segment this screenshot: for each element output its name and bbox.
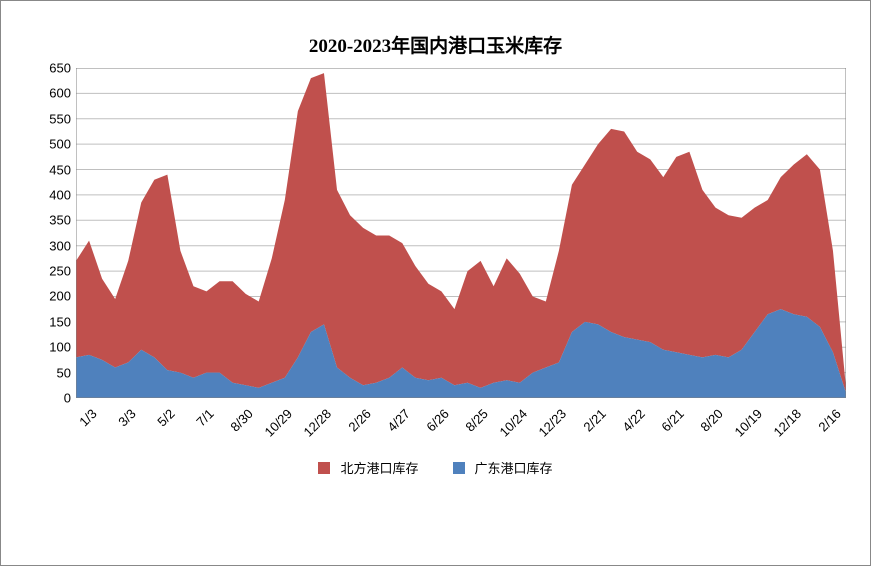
legend-swatch-guangdong [453,462,465,474]
legend-item-guangdong: 广东港口库存 [453,458,553,477]
chart-title: 2020-2023年国内港口玉米库存 [21,31,850,58]
legend-swatch-north [318,462,330,474]
legend-label-north: 北方港口库存 [340,461,418,476]
chart-svg [76,68,846,398]
legend-label-guangdong: 广东港口库存 [475,461,553,476]
legend-item-north: 北方港口库存 [318,458,418,477]
chart-container: 2020-2023年国内港口玉米库存 050100150200250300350… [0,0,871,566]
legend: 北方港口库存 广东港口库存 [21,458,850,477]
y-axis: 050100150200250300350400450500550600650 [41,68,71,398]
plot-area: 1/33/35/27/18/3010/2912/282/264/276/268/… [76,68,830,403]
